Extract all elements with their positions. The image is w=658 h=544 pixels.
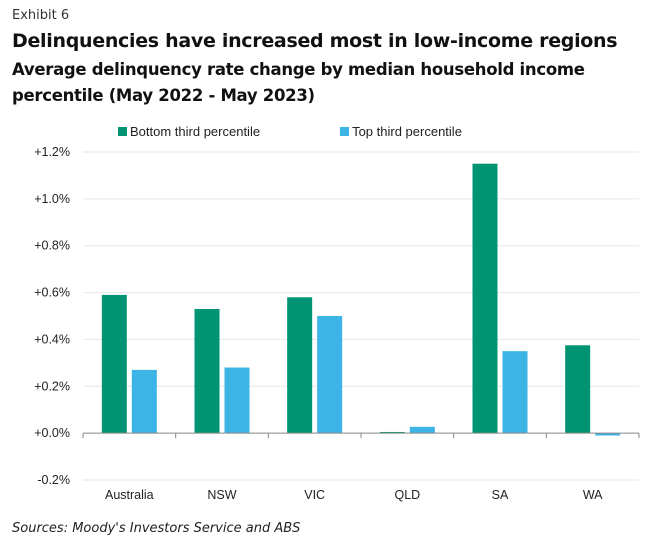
bar-bottom-third	[194, 308, 220, 434]
source-note: Sources: Moody's Investors Service and A…	[12, 521, 301, 536]
bar-top-third	[317, 316, 343, 434]
chart-title: Delinquencies have increased most in low…	[12, 30, 618, 52]
y-tick-label: +0.0%	[34, 426, 70, 440]
y-tick-label: -0.2%	[37, 473, 70, 487]
x-tick-label: VIC	[304, 488, 325, 502]
y-tick-label: +1.0%	[34, 192, 70, 206]
legend: Bottom third percentile Top third percen…	[118, 124, 462, 139]
chart-subtitle: Average delinquency rate change by media…	[12, 60, 585, 105]
x-tick-label: WA	[583, 488, 603, 502]
bar-top-third	[224, 367, 250, 434]
x-tick-label: Australia	[105, 488, 154, 502]
y-tick-label: +0.4%	[34, 332, 70, 346]
bar-bottom-third	[565, 345, 591, 434]
y-tick-label: +0.2%	[34, 379, 70, 393]
bar-bottom-third	[379, 431, 405, 434]
bar-bottom-third	[472, 163, 498, 434]
y-tick-label: +1.2%	[34, 145, 70, 159]
legend-label-top: Top third percentile	[352, 124, 462, 139]
exhibit-label: Exhibit 6	[12, 8, 70, 23]
bar-top-third	[409, 426, 435, 434]
x-tick-label: NSW	[207, 488, 236, 502]
bar-bottom-third	[101, 294, 127, 434]
x-tick-label: SA	[492, 488, 509, 502]
legend-label-bottom: Bottom third percentile	[130, 124, 261, 139]
bar-top-third	[131, 369, 157, 434]
y-tick-label: +0.6%	[34, 286, 70, 300]
x-tick-label: QLD	[394, 488, 420, 502]
y-tick-label: +0.8%	[34, 239, 70, 253]
legend-swatch-top	[340, 127, 350, 136]
legend-swatch-bottom	[118, 127, 127, 136]
bar-bottom-third	[287, 297, 313, 434]
bar-top-third	[595, 433, 621, 436]
legend-item-top: Top third percentile	[340, 124, 462, 139]
bar-top-third	[502, 351, 528, 434]
legend-item-bottom: Bottom third percentile	[118, 124, 260, 139]
